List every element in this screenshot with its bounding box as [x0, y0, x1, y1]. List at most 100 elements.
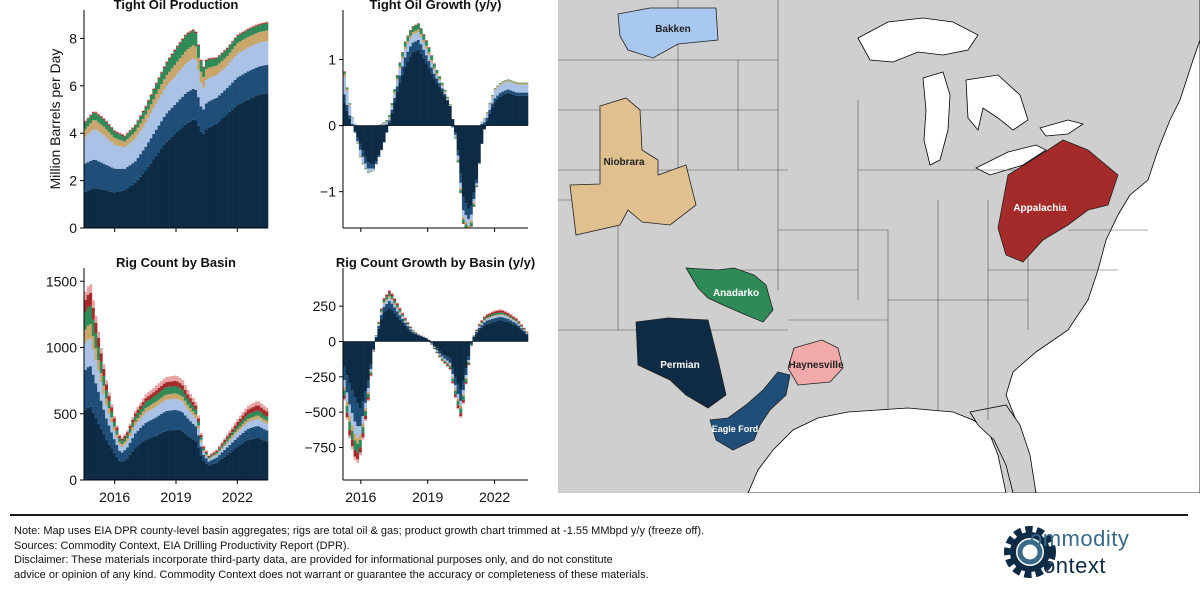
bar-segment — [223, 439, 227, 443]
bar-segment — [126, 133, 129, 135]
bar-segment — [398, 308, 402, 310]
bar-segment — [514, 84, 518, 93]
bar-segment — [257, 415, 261, 420]
chart-title: Tight Oil Production — [114, 0, 239, 12]
bar-segment — [430, 73, 434, 126]
bar-segment — [252, 97, 256, 229]
bar-segment — [84, 299, 87, 313]
bar-segment — [522, 332, 526, 342]
bar-segment — [380, 308, 383, 309]
bar-segment — [401, 52, 405, 53]
bar-segment — [522, 84, 526, 93]
bar-segment — [432, 346, 436, 348]
bar-segment — [382, 300, 386, 303]
bar-segment — [512, 316, 516, 317]
bar-segment — [176, 410, 179, 430]
bar-segment — [157, 98, 161, 126]
bar-segment — [91, 120, 95, 130]
bar-segment — [475, 332, 479, 334]
bar-segment — [260, 31, 264, 43]
bar-segment — [136, 127, 140, 135]
bar-segment — [86, 307, 90, 326]
bar-segment — [189, 437, 193, 480]
bar-segment — [411, 333, 415, 342]
bar-segment — [141, 111, 145, 113]
logo-text-bottom: ontext — [1043, 553, 1106, 578]
bar-segment — [493, 88, 497, 89]
bar-segment — [194, 120, 198, 228]
bar-segment — [84, 329, 87, 344]
bar-segment — [241, 443, 245, 480]
bar-segment — [493, 318, 497, 322]
bar-segment — [244, 412, 248, 417]
bar-segment — [380, 308, 383, 310]
bar-segment — [241, 415, 245, 420]
bar-segment — [112, 452, 116, 480]
bar-segment — [464, 375, 468, 378]
bar-segment — [228, 444, 232, 453]
bar-segment — [501, 320, 505, 342]
bar-segment — [382, 312, 386, 342]
bar-segment — [522, 92, 526, 96]
bar-segment — [168, 399, 172, 411]
bar-segment — [107, 191, 111, 228]
bar-segment — [147, 109, 151, 119]
bar-segment — [94, 188, 98, 228]
bar-segment — [254, 33, 258, 44]
bar-segment — [178, 388, 182, 396]
bar-segment — [207, 458, 211, 460]
bar-segment — [514, 83, 518, 85]
bar-segment — [181, 380, 185, 386]
bar-segment — [144, 122, 148, 147]
bar-segment — [160, 73, 164, 85]
bar-segment — [512, 319, 516, 321]
bar-segment — [189, 121, 193, 228]
bar-segment — [343, 386, 346, 391]
bar-segment — [102, 375, 106, 386]
bar-segment — [120, 440, 124, 445]
bar-segment — [366, 125, 370, 163]
bar-segment — [409, 328, 413, 330]
bar-segment — [168, 386, 172, 395]
bar-segment — [424, 41, 428, 46]
bar-segment — [194, 405, 198, 410]
bar-segment — [358, 149, 362, 156]
bar-segment — [506, 89, 510, 93]
bar-segment — [231, 59, 235, 83]
bar-segment — [509, 315, 513, 317]
bar-segment — [157, 125, 161, 153]
eagle-ford-label: Eagle Ford — [712, 424, 759, 434]
bar-segment — [207, 59, 211, 68]
bar-segment — [233, 432, 237, 435]
bar-segment — [501, 95, 505, 126]
bar-segment — [477, 326, 481, 327]
bar-segment — [265, 420, 269, 424]
bar-segment — [461, 380, 465, 391]
bar-segment — [257, 24, 261, 26]
bar-segment — [133, 182, 137, 228]
bar-segment — [99, 162, 103, 190]
bar-segment — [509, 316, 513, 319]
bar-segment — [110, 404, 114, 408]
bar-segment — [488, 317, 492, 320]
bar-segment — [504, 80, 508, 81]
bar-segment — [147, 101, 151, 110]
bar-segment — [204, 129, 208, 228]
bar-segment — [257, 410, 261, 416]
bar-segment — [483, 316, 487, 318]
bar-segment — [517, 325, 521, 328]
bar-segment — [265, 41, 269, 65]
bar-segment — [374, 163, 378, 166]
bar-segment — [246, 28, 250, 29]
bar-segment — [364, 402, 368, 409]
bar-segment — [398, 319, 402, 342]
bar-segment — [139, 414, 143, 420]
bar-segment — [149, 404, 153, 410]
bar-segment — [477, 162, 481, 164]
bar-segment — [498, 83, 502, 84]
bar-segment — [236, 53, 240, 78]
bar-segment — [157, 89, 161, 99]
bar-segment — [131, 128, 135, 135]
bar-segment — [406, 323, 410, 325]
bar-segment — [91, 129, 95, 160]
